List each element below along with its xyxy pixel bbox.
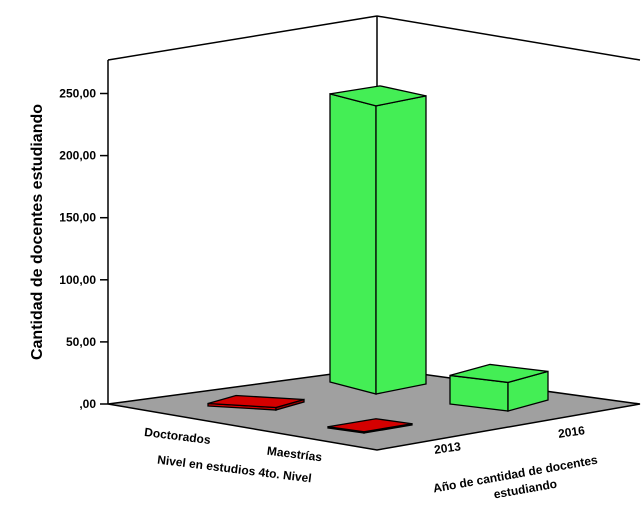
y-tick-label: 250,00: [59, 87, 96, 101]
z-category-2013: 2013: [433, 439, 462, 457]
bar-doctorados-2013-top: [207, 394, 305, 409]
y-tick-label: 200,00: [59, 149, 96, 163]
bar-maestrias-2013-top: [327, 418, 413, 433]
y-tick-label: ,00: [79, 397, 96, 411]
bar-maestrias-2016-tall-top: [329, 85, 427, 107]
y-axis-title: Cantidad de docentes estudiando: [29, 104, 46, 360]
back-wall-left-top: [107, 15, 378, 61]
z-category-2016: 2016: [557, 423, 586, 441]
bar-maestrias-2016-tall-side: [375, 95, 427, 395]
back-wall-right-top: [376, 15, 641, 61]
x-category-maestrias: Maestrías: [266, 444, 323, 465]
y-tick-label: 150,00: [59, 211, 96, 225]
bar-maestrias-2016-tall-front: [329, 93, 377, 395]
bars: [207, 85, 549, 434]
y-ticks: ,00 50,00 100,00 150,00 200,00 250,00: [59, 87, 108, 411]
bar-2016-short-top: [449, 363, 549, 384]
y-tick-label: 50,00: [66, 335, 96, 349]
y-tick-label: 100,00: [59, 273, 96, 287]
x-category-doctorados: Doctorados: [144, 425, 212, 447]
